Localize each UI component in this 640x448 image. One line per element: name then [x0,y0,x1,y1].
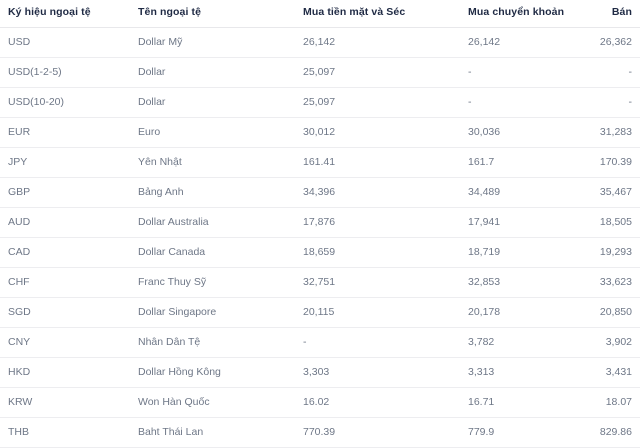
cell-transfer: 16.71 [460,387,570,418]
cell-sell: - [570,57,640,88]
table-row: CNY Nhân Dân Tệ -3,782 3,902 [0,327,640,358]
cell-cash: 17,876 [295,207,460,238]
cell-transfer: 18,719 [460,237,570,268]
cell-symbol: USD [0,27,130,58]
cell-symbol: CAD [0,237,130,268]
cell-name: Dollar Canada [130,237,295,268]
cell-name: Won Hàn Quốc [130,387,295,418]
table-row: USD(1-2-5) Dollar 25,097- - [0,57,640,88]
cell-cash: 30,012 [295,117,460,148]
cell-transfer: 3,782 [460,327,570,358]
cell-cash: 16.02 [295,387,460,418]
cell-name: Nhân Dân Tệ [130,327,295,358]
cell-sell: 33,623 [570,267,640,298]
cell-transfer: 17,941 [460,207,570,238]
cell-sell: 35,467 [570,177,640,208]
cell-sell: 26,362 [570,27,640,58]
cell-transfer: 34,489 [460,177,570,208]
cell-symbol: SGD [0,297,130,328]
table-header: Ký hiệu ngoại tệ Tên ngoại tệ Mua tiền m… [0,0,640,28]
cell-sell: 3,431 [570,357,640,388]
table-row: CAD Dollar Canada 18,659 18,719 19,293 [0,237,640,268]
table-row: EUR Euro 30,012 30,036 31,283 [0,117,640,148]
cell-transfer: - [460,87,570,118]
table-row: AUD Dollar Australia 17,876 17,941 18,505 [0,207,640,238]
cell-name: Dollar Mỹ [130,27,295,58]
cell-cash: 32,751 [295,267,460,298]
cell-symbol: HKD [0,357,130,388]
cell-cash: 161.41 [295,147,460,178]
column-header-name: Tên ngoại tệ [130,0,295,28]
cell-symbol: JPY [0,147,130,178]
cell-name: Dollar [130,57,295,88]
cell-sell: 20,850 [570,297,640,328]
cell-cash: 18,659 [295,237,460,268]
cell-symbol: AUD [0,207,130,238]
column-header-sell: Bán [570,0,640,28]
cell-name: Yên Nhật [130,147,295,178]
cell-sell: 3,902 [570,327,640,358]
table-row: HKD Dollar Hồng Kông 3,303 3,313 3,431 [0,357,640,388]
cell-cash: 25,097 [295,57,460,88]
cell-name: Euro [130,117,295,148]
cell-transfer: 32,853 [460,267,570,298]
cell-symbol: USD(10-20) [0,87,130,118]
table-row: JPY Yên Nhật 161.41 161.7 170.39 [0,147,640,178]
cell-symbol: CNY [0,327,130,358]
cell-cash: 26,142 [295,27,460,58]
cell-sell: 18.07 [570,387,640,418]
column-header-transfer: Mua chuyển khoản [460,0,570,28]
table-row: USD Dollar Mỹ 26,142 26,142 26,362 [0,27,640,58]
cell-cash: 34,396 [295,177,460,208]
cell-transfer: 161.7 [460,147,570,178]
cell-symbol: EUR [0,117,130,148]
cell-symbol: CHF [0,267,130,298]
cell-cash: 25,097 [295,87,460,118]
table-row: CHF Franc Thuy Sỹ 32,751 32,853 33,623 [0,267,640,298]
cell-transfer: - [460,57,570,88]
cell-sell: 19,293 [570,237,640,268]
table-row: SGD Dollar Singapore 20,115 20,178 20,850 [0,297,640,328]
table-body: USD Dollar Mỹ 26,142 26,142 26,362 USD(1-2-5)… [0,27,640,448]
column-header-symbol: Ký hiệu ngoại tệ [0,0,130,28]
cell-name: Dollar Singapore [130,297,295,328]
cell-transfer: 30,036 [460,117,570,148]
cell-transfer: 20,178 [460,297,570,328]
cell-name: Franc Thuy Sỹ [130,267,295,298]
cell-cash: 20,115 [295,297,460,328]
cell-symbol: GBP [0,177,130,208]
cell-sell: 31,283 [570,117,640,148]
cell-name: Bảng Anh [130,177,295,208]
cell-sell: 18,505 [570,207,640,238]
cell-sell: - [570,87,640,118]
cell-sell: 170.39 [570,147,640,178]
table-header-row: Ký hiệu ngoại tệ Tên ngoại tệ Mua tiền m… [0,0,640,28]
cell-cash: - [295,327,460,358]
cell-symbol: THB [0,417,130,448]
cell-symbol: KRW [0,387,130,418]
cell-cash: 3,303 [295,357,460,388]
cell-name: Dollar Australia [130,207,295,238]
table-row: USD(10-20) Dollar 25,097- - [0,87,640,118]
table-row: KRW Won Hàn Quốc 16.02 16.71 18.07 [0,387,640,418]
cell-transfer: 26,142 [460,27,570,58]
cell-symbol: USD(1-2-5) [0,57,130,88]
column-header-cash: Mua tiền mặt và Séc [295,0,460,28]
cell-transfer: 779.9 [460,417,570,448]
cell-name: Dollar [130,87,295,118]
cell-name: Dollar Hồng Kông [130,357,295,388]
cell-transfer: 3,313 [460,357,570,388]
table-row: GBP Bảng Anh 34,396 34,489 35,467 [0,177,640,208]
